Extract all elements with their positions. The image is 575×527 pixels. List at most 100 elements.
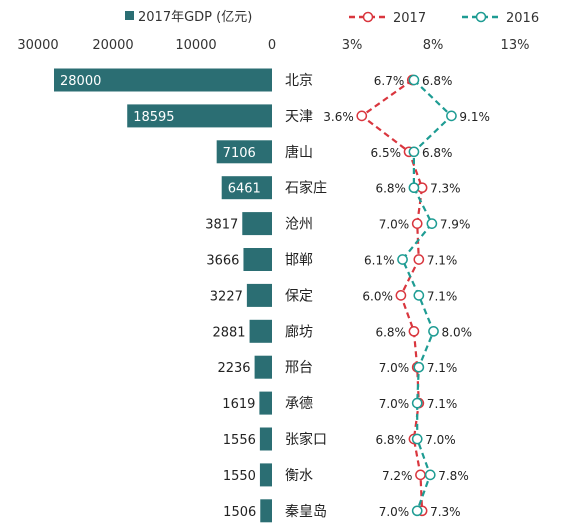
gdp-bar: [221, 176, 272, 200]
growth-point-2016: [397, 254, 408, 265]
growth-point-2017: [413, 254, 425, 265]
growth-label-2017: 7.2%: [382, 469, 413, 483]
city-label: 石家庄: [285, 180, 327, 197]
city-label: 保定: [285, 288, 313, 304]
gdp-tick-label: 30000: [17, 38, 58, 53]
growth-label-2016: 6.8%: [422, 74, 453, 88]
gdp-tick-label: 0: [268, 38, 276, 53]
growth-point-2017: [411, 218, 423, 229]
gdp-tick-label: 10000: [175, 38, 216, 53]
city-label: 邯郸: [285, 253, 313, 269]
growth-point-2016: [413, 290, 425, 301]
growth-point-2016: [426, 218, 438, 229]
growth-points: [356, 74, 457, 517]
city-label: 天津: [285, 109, 313, 125]
legend-growth: 2017 2016: [349, 11, 539, 26]
gdp-value-label: 3227: [210, 289, 243, 304]
growth-label-2016: 6.8%: [422, 146, 453, 160]
growth-point-2017: [356, 110, 368, 122]
gdp-bar: [242, 212, 272, 236]
city-label: 唐山: [285, 144, 313, 161]
growth-label-2017: 6.0%: [362, 289, 393, 303]
gdp-bar: [246, 283, 272, 307]
gdp-bar: [259, 463, 272, 487]
growth-tick-label: 13%: [501, 38, 530, 53]
growth-label-2017: 7.1%: [427, 254, 458, 268]
city-label: 沧州: [285, 216, 313, 233]
city-label: 廊坊: [285, 323, 313, 340]
growth-label-2016: 7.9%: [440, 218, 471, 232]
growth-label-2017: 3.6%: [323, 110, 354, 124]
city-label: 邢台: [285, 360, 313, 376]
legend-2017-label: 2017: [393, 11, 426, 26]
growth-label-2016: 7.8%: [438, 469, 469, 483]
gdp-value-label: 1506: [223, 505, 256, 520]
growth-label-2016: 8.0%: [442, 325, 473, 339]
growth-point-2016: [411, 505, 423, 517]
gdp-bar: [249, 319, 272, 343]
growth-label-2016: 7.1%: [427, 361, 458, 375]
growth-point-2016: [408, 146, 420, 158]
growth-label-2017: 6.8%: [375, 433, 406, 447]
gdp-value-label: 3666: [206, 254, 239, 269]
growth-label-2016: 7.0%: [425, 433, 456, 447]
growth-point-2016: [408, 182, 420, 194]
growth-label-2017: 6.5%: [371, 146, 402, 160]
growth-label-2017: 7.3%: [430, 505, 461, 519]
growth-tick-label: 3%: [342, 38, 363, 53]
gdp-value-label: 2881: [212, 325, 245, 340]
gdp-value-label: 6461: [228, 182, 261, 197]
growth-label-2016: 7.0%: [379, 505, 410, 519]
growth-axis: 3% 8% 13%: [342, 38, 530, 53]
growth-point-2016: [428, 325, 439, 337]
growth-label-2017: 7.0%: [379, 361, 410, 375]
gdp-bar: [254, 355, 272, 379]
growth-label-2016: 7.0%: [379, 397, 410, 411]
gdp-value-label: 1619: [222, 397, 255, 412]
gdp-value-label: 1550: [223, 469, 256, 484]
gdp-value-label: 3817: [205, 218, 238, 233]
growth-point-2017: [408, 325, 420, 337]
growth-label-2017: 7.1%: [427, 397, 458, 411]
gdp-value-label: 18595: [133, 110, 174, 125]
legend-gdp-swatch: [125, 11, 134, 20]
legend-gdp-label: 2017年GDP (亿元): [138, 10, 252, 25]
growth-label-2017: 6.8%: [375, 325, 406, 339]
gdp-value-label: 7106: [223, 146, 256, 161]
growth-point-2016: [411, 397, 423, 409]
growth-label-2016: 7.1%: [427, 289, 458, 303]
gdp-tick-label: 20000: [92, 38, 133, 53]
gdp-bar: [259, 427, 272, 451]
gdp-bar: [259, 391, 272, 415]
city-label: 北京: [285, 73, 313, 89]
growth-point-2016: [446, 110, 457, 122]
growth-point-2016: [424, 469, 436, 481]
gdp-axis: 30000 20000 10000 0: [17, 38, 276, 53]
legend-gdp: 2017年GDP (亿元): [125, 10, 252, 25]
growth-label-2017: 6.7%: [374, 74, 405, 88]
gdp-bar: [243, 248, 272, 271]
city-label: 张家口: [285, 431, 327, 448]
gdp-bar: [216, 140, 272, 164]
gdp-bar: [127, 104, 272, 128]
gdp-bar: [54, 68, 272, 92]
growth-label-2016: 6.8%: [375, 182, 406, 196]
growth-label-2016: 9.1%: [459, 110, 490, 124]
growth-labels: 6.7% 6.8% 3.6% 9.1% 6.5% 6.8% 6.8% 7.3% 7.0% 7.9%…: [323, 74, 490, 519]
growth-tick-label: 8%: [423, 38, 444, 53]
growth-label-2017: 7.0%: [379, 218, 410, 232]
gdp-value-label: 1556: [223, 433, 256, 448]
growth-label-2016: 6.1%: [364, 254, 395, 268]
gdp-bar: [260, 499, 272, 523]
legend-2017-marker: [362, 11, 374, 23]
growth-point-2017: [395, 290, 407, 301]
growth-point-2016: [413, 361, 425, 373]
gdp-value-label: 2236: [217, 361, 250, 376]
legend-2016-marker: [475, 11, 487, 23]
gdp-bars: 28000 18595 7106 6461 3817 3666 3227 2881 2236 16…: [54, 68, 272, 523]
gdp-value-label: 28000: [60, 74, 101, 89]
city-label: 衡水: [285, 468, 313, 484]
city-label: 承德: [285, 396, 313, 412]
